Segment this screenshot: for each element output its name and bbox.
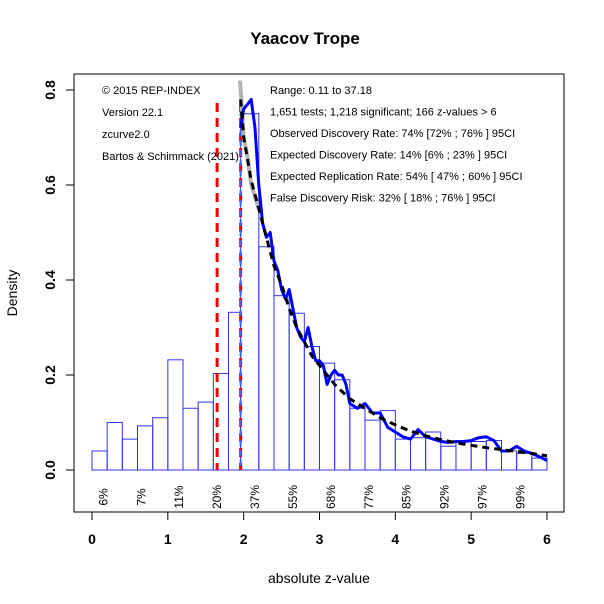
histogram-bar-2 [121, 438, 138, 471]
x-axis: 0 1 2 3 4 5 6 [88, 511, 551, 547]
histogram-bar-6 [182, 407, 199, 471]
x-tick-label-6: 6 [543, 531, 551, 547]
histogram-bar-24 [455, 441, 472, 471]
histogram-bar-7 [197, 401, 214, 471]
annotation-right-3: Expected Discovery Rate: 14% [6% ; 23% ]… [270, 150, 507, 162]
x-tick-label-2: 2 [240, 531, 248, 547]
annotation-right-0: Range: 0.11 to 37.18 [270, 85, 372, 97]
y-tick-label-3: 0.6 [42, 175, 58, 195]
x-tick-label-0: 0 [88, 531, 96, 547]
annotation-right-5: False Discovery Risk: 32% [ 18% ; 76% ] … [270, 193, 496, 205]
histogram-bar-8 [212, 373, 229, 471]
power-label-3: 20% [210, 485, 224, 509]
x-tick-label-5: 5 [467, 531, 475, 547]
power-label-2: 11% [172, 485, 186, 508]
annotation-left-3: Bartos & Schimmack (2021) [102, 151, 239, 163]
histogram-bar-27 [500, 450, 518, 471]
annotation-right-4: Expected Replication Rate: 54% [ 47% ; 6… [270, 171, 523, 183]
histogram-bar-1 [106, 422, 123, 471]
power-label-8: 85% [400, 485, 414, 509]
power-label-5: 55% [286, 485, 300, 509]
annotation-left-0: © 2015 REP-INDEX [102, 85, 201, 97]
power-label-10: 97% [476, 485, 490, 509]
histogram-bar-4 [152, 417, 169, 471]
y-tick-label-2: 0.4 [42, 270, 58, 290]
power-label-4: 37% [248, 485, 262, 509]
power-label-1: 7% [134, 488, 148, 506]
histogram-bars [91, 113, 548, 471]
annotation-left-2: zcurve2.0 [102, 129, 150, 141]
histogram-bar-9 [227, 311, 242, 471]
y-axis: 0.0 0.2 0.4 0.6 0.8 [42, 80, 75, 480]
observed-density-curve [239, 98, 548, 462]
x-tick-label-1: 1 [164, 531, 172, 547]
histogram-bar-17 [349, 407, 366, 471]
power-labels: 6% 7% 11% 20% 37% 55% 68% 77% 85% 92% 97% 99% [96, 485, 527, 509]
histogram-bar-26 [485, 440, 502, 471]
annotation-right-2: Observed Discovery Rate: 74% [72% ; 76% … [270, 128, 515, 140]
annotation-block: © 2015 REP-INDEX Version 22.1 zcurve2.0 Bar… [102, 85, 523, 205]
power-label-11: 99% [513, 485, 527, 509]
histogram-bar-23 [440, 445, 457, 471]
y-tick-label-1: 0.2 [42, 365, 58, 385]
y-axis-label: Density [4, 270, 20, 317]
x-tick-label-3: 3 [316, 531, 324, 547]
power-label-0: 6% [96, 488, 110, 506]
power-label-9: 92% [438, 485, 452, 509]
annotation-right-1: 1,651 tests; 1,218 significant; 166 z-va… [270, 107, 497, 119]
x-axis-label: absolute z-value [268, 570, 370, 586]
histogram-bar-3 [136, 425, 154, 471]
x-tick-label-4: 4 [391, 531, 399, 547]
chart-title: Yaacov Trope [250, 29, 360, 48]
annotation-left-1: Version 22.1 [102, 107, 163, 119]
criterion-lines [215, 103, 243, 470]
density-curves [237, 80, 548, 462]
fitted-density-curve [239, 99, 548, 458]
histogram-bar-5 [167, 359, 184, 471]
histogram-bar-0 [91, 450, 108, 471]
histogram-bar-20 [394, 438, 411, 471]
y-tick-label-4: 0.8 [42, 80, 58, 100]
histogram-bar-21 [409, 437, 427, 471]
histogram-bar-28 [516, 452, 533, 471]
y-tick-label-0: 0.0 [42, 460, 58, 480]
histogram-bar-12 [273, 295, 290, 471]
histogram-bar-18 [364, 419, 381, 471]
histogram-bar-11 [258, 246, 275, 471]
power-label-7: 77% [362, 485, 376, 509]
power-label-6: 68% [324, 485, 338, 509]
